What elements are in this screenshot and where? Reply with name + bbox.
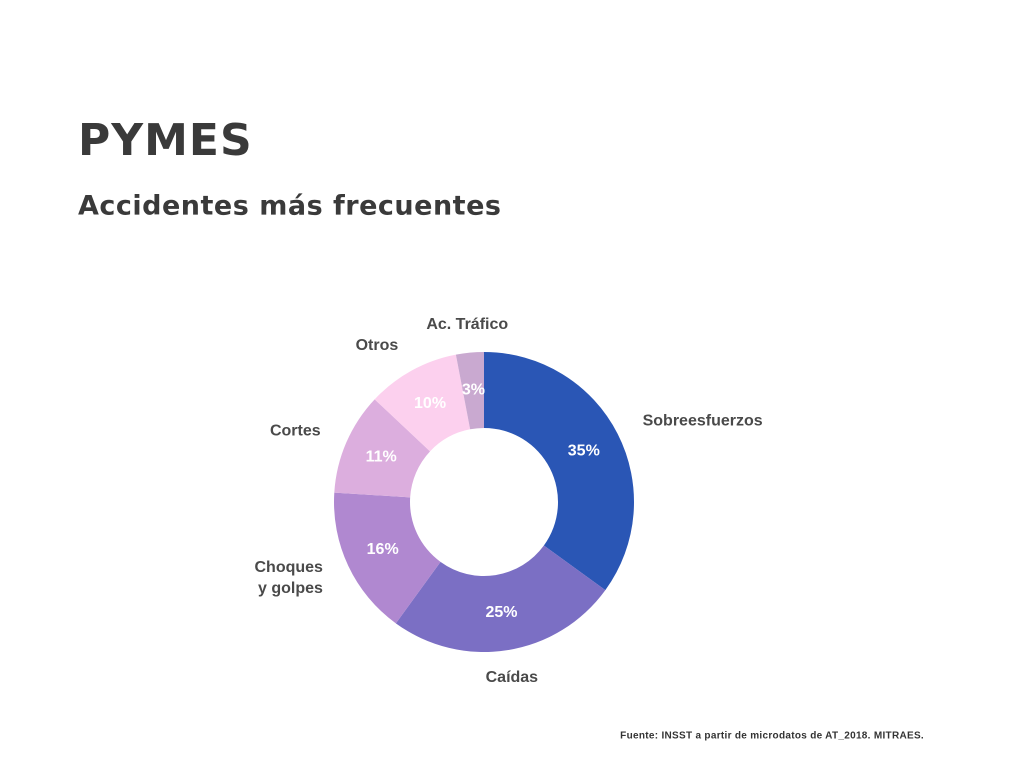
value-label: 3%: [462, 382, 485, 399]
chart-subtitle: Accidentes más frecuentes: [78, 191, 501, 222]
donut-slice: [334, 399, 431, 498]
donut-slice: [455, 352, 484, 430]
value-label: 25%: [486, 604, 518, 621]
value-label: 10%: [414, 395, 446, 412]
donut-slice: [395, 545, 606, 652]
chart-title: PYMES: [78, 115, 253, 166]
donut-slice: [374, 354, 471, 452]
category-label: Sobreesfuerzos: [643, 412, 763, 429]
donut-slice: [484, 352, 634, 591]
donut-slice: [334, 492, 441, 624]
category-label: Caídas: [486, 669, 539, 686]
category-label: Cortes: [270, 423, 321, 440]
value-label: 11%: [366, 449, 397, 466]
source-note: Fuente: INSST a partir de microdatos de …: [620, 731, 924, 742]
value-label: 35%: [568, 442, 600, 459]
category-label: Choques y golpes: [254, 559, 323, 597]
category-label: Ac. Tráfico: [426, 316, 508, 333]
category-label: Otros: [356, 337, 399, 354]
value-label: 16%: [367, 541, 399, 558]
